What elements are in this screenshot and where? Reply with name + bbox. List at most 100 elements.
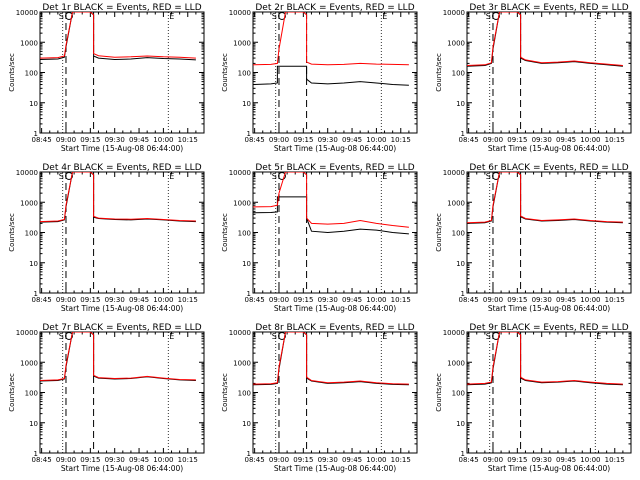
y-axis-label: Counts/sec xyxy=(221,373,229,412)
x-tick-label: 10:15 xyxy=(605,136,625,144)
y-axis-label: Counts/sec xyxy=(221,53,229,92)
y-tick-label: 10 xyxy=(456,260,465,268)
x-tick-label: 10:15 xyxy=(605,296,625,304)
y-tick-label: 10 xyxy=(242,100,251,108)
eclipse-marker-label: E xyxy=(169,12,174,21)
x-axis-label: Start Time (15-Aug-08 06:44:00) xyxy=(488,464,610,473)
x-tick-label: 09:45 xyxy=(556,456,576,464)
y-tick-label: 100 xyxy=(452,390,465,398)
x-tick-label: 10:15 xyxy=(178,296,198,304)
y-tick-label: 1 xyxy=(461,450,465,458)
x-tick-label: 09:15 xyxy=(293,296,313,304)
x-tick-label: 09:45 xyxy=(556,136,576,144)
x-tick-label: 09:15 xyxy=(507,456,527,464)
eclipse-marker-label: E xyxy=(596,332,601,341)
marker-circle xyxy=(278,12,286,20)
y-tick-label: 100 xyxy=(238,390,251,398)
panel-title: Det 7r BLACK = Events, RED = LLD xyxy=(42,323,201,333)
y-tick-label: 1 xyxy=(461,290,465,298)
sunrise-marker-label: S xyxy=(272,12,277,21)
sunrise-marker-label: S xyxy=(272,172,277,181)
plot-frame xyxy=(39,331,205,454)
y-tick-label: 10000 xyxy=(16,9,38,17)
x-tick-label: 10:00 xyxy=(366,296,386,304)
x-tick-label: 10:00 xyxy=(153,136,173,144)
plot-frame xyxy=(466,331,632,454)
eclipse-marker-label: E xyxy=(382,12,387,21)
sunrise-marker-label: S xyxy=(59,172,64,181)
x-tick-label: 09:15 xyxy=(507,296,527,304)
x-tick-label: 08:45 xyxy=(32,136,52,144)
sunrise-marker-label: S xyxy=(59,332,64,341)
y-tick-label: 1 xyxy=(247,290,251,298)
y-axis-label: Counts/sec xyxy=(8,373,16,412)
x-axis-label: Start Time (15-Aug-08 06:44:00) xyxy=(488,144,610,153)
x-tick-label: 09:30 xyxy=(532,456,552,464)
y-tick-label: 100 xyxy=(25,390,38,398)
lld-series-line xyxy=(40,12,196,59)
x-tick-label: 09:45 xyxy=(129,456,149,464)
lld-series-line xyxy=(467,172,623,224)
y-axis-label: Counts/sec xyxy=(435,213,443,252)
y-axis-label: Counts/sec xyxy=(8,53,16,92)
eclipse-marker-label: E xyxy=(596,12,601,21)
panel-det-9: Det 9r BLACK = Events, RED = LLD 1 10 100 10… xyxy=(435,323,632,473)
panel-det-4: Det 4r BLACK = Events, RED = LLD 1 10 100 10… xyxy=(8,163,205,313)
x-tick-label: 10:15 xyxy=(391,136,411,144)
x-tick-label: 10:15 xyxy=(178,136,198,144)
y-tick-label: 1 xyxy=(461,130,465,138)
x-tick-label: 08:45 xyxy=(245,296,265,304)
y-tick-label: 1 xyxy=(34,450,38,458)
y-tick-label: 10000 xyxy=(229,169,251,177)
y-tick-label: 1000 xyxy=(447,359,465,367)
panel-title: Det 1r BLACK = Events, RED = LLD xyxy=(42,3,201,13)
panel-det-2: Det 2r BLACK = Events, RED = LLD 1 10 100 10… xyxy=(221,3,418,153)
y-tick-label: 1 xyxy=(34,290,38,298)
y-tick-label: 1000 xyxy=(233,39,251,47)
eclipse-marker-label: E xyxy=(169,172,174,181)
x-axis-label: Start Time (15-Aug-08 06:44:00) xyxy=(274,464,396,473)
lld-series-line xyxy=(467,332,623,385)
y-tick-label: 10 xyxy=(456,420,465,428)
panel-det-5: Det 5r BLACK = Events, RED = LLD 1 10 100 10… xyxy=(221,163,418,313)
x-tick-label: 09:00 xyxy=(56,296,76,304)
x-tick-label: 09:30 xyxy=(318,136,338,144)
x-axis-label: Start Time (15-Aug-08 06:44:00) xyxy=(61,144,183,153)
y-tick-label: 10000 xyxy=(443,329,465,337)
x-tick-label: 09:15 xyxy=(80,456,100,464)
plot-frame xyxy=(39,171,205,294)
plot-frame xyxy=(466,171,632,294)
lld-series-line xyxy=(467,12,623,66)
y-tick-label: 1 xyxy=(247,450,251,458)
y-tick-label: 1000 xyxy=(447,39,465,47)
lld-series-line xyxy=(40,332,196,381)
panel-title: Det 4r BLACK = Events, RED = LLD xyxy=(42,163,201,173)
eclipse-marker-label: E xyxy=(382,172,387,181)
x-tick-label: 09:15 xyxy=(80,136,100,144)
y-tick-label: 10000 xyxy=(229,9,251,17)
events-series-line xyxy=(253,65,409,86)
x-tick-label: 09:00 xyxy=(483,456,503,464)
x-tick-label: 10:15 xyxy=(178,456,198,464)
x-tick-label: 09:45 xyxy=(342,136,362,144)
x-tick-label: 09:30 xyxy=(318,296,338,304)
x-tick-label: 08:45 xyxy=(459,296,479,304)
lld-series-line xyxy=(40,172,196,223)
x-tick-label: 09:30 xyxy=(532,136,552,144)
panel-det-8: Det 8r BLACK = Events, RED = LLD 1 10 100 10… xyxy=(221,323,418,473)
panel-title: Det 2r BLACK = Events, RED = LLD xyxy=(255,3,414,13)
y-tick-label: 10 xyxy=(242,420,251,428)
x-tick-label: 09:15 xyxy=(80,296,100,304)
x-tick-label: 10:00 xyxy=(366,456,386,464)
y-tick-label: 10000 xyxy=(443,169,465,177)
x-tick-label: 09:45 xyxy=(129,136,149,144)
panel-title: Det 6r BLACK = Events, RED = LLD xyxy=(469,163,628,173)
panel-title: Det 8r BLACK = Events, RED = LLD xyxy=(255,323,414,333)
eclipse-marker-label: E xyxy=(169,332,174,341)
x-tick-label: 09:30 xyxy=(105,456,125,464)
y-tick-label: 10000 xyxy=(443,9,465,17)
x-tick-label: 09:15 xyxy=(293,456,313,464)
x-tick-label: 09:30 xyxy=(105,296,125,304)
x-tick-label: 09:00 xyxy=(56,136,76,144)
